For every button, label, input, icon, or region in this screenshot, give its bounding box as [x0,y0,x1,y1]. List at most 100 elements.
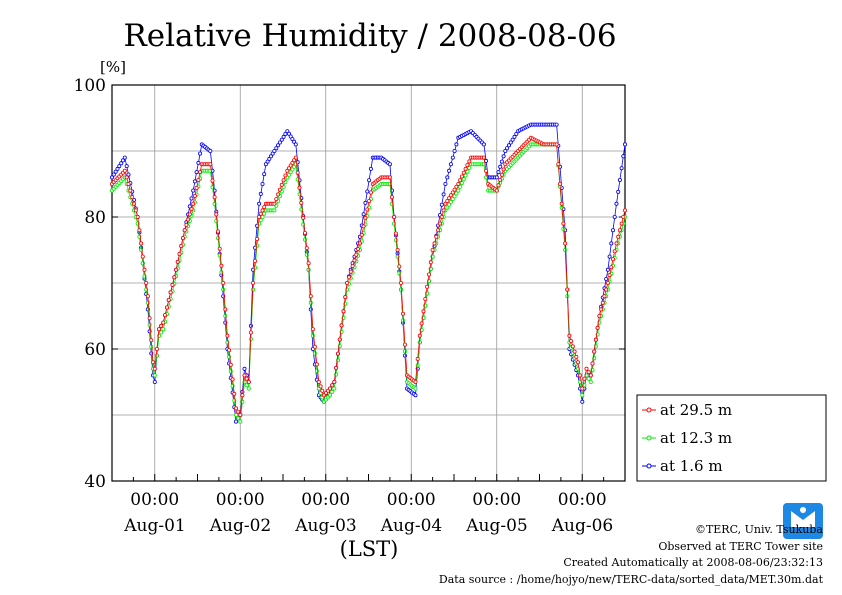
data-point [228,362,233,367]
data-point [345,280,350,285]
data-point [297,185,302,190]
x-tick-time: 00:00 [472,490,521,510]
data-point [506,143,511,148]
data-point [276,143,281,148]
data-point [337,337,342,342]
data-point [621,154,626,159]
data-point [122,155,127,160]
data-point [508,140,513,145]
data-point [126,172,131,177]
data-point [484,168,489,173]
data-point [272,148,277,153]
data-point [272,208,277,213]
x-axis-label: (LST) [340,537,399,561]
data-point [609,265,614,270]
x-tick-date: Aug-05 [465,516,527,536]
data-point [152,373,157,378]
data-point [121,158,126,163]
data-point [286,172,291,177]
data-point [182,228,187,233]
data-point [616,234,621,239]
data-point [221,280,226,285]
data-point [558,181,563,186]
series-2 [110,122,628,424]
data-point [126,181,131,186]
data-point [447,168,452,173]
data-point [607,254,612,259]
legend-entry: at 1.6 m [660,457,723,475]
data-point [367,178,372,183]
data-point [512,134,517,139]
data-point [268,154,273,159]
data-point [503,148,508,153]
data-point [236,409,241,414]
data-point [582,376,587,381]
data-point [447,196,452,201]
data-point [398,280,403,285]
data-point [459,181,464,186]
data-point [144,280,149,285]
data-point [430,247,435,252]
data-point [179,243,184,248]
data-point [357,241,362,246]
data-point [111,172,116,177]
data-point [330,383,335,388]
data-point [423,296,428,301]
data-point [320,388,325,393]
data-point [611,257,616,262]
data-point [621,214,626,219]
data-point [614,201,619,206]
data-point [443,201,448,206]
data-point [198,170,203,175]
data-point [619,166,624,171]
y-tick-label: 100 [74,76,106,96]
x-tick-time: 00:00 [216,490,265,510]
x-tick-date: Aug-04 [380,516,442,536]
data-point [242,366,247,371]
data-point [565,287,570,292]
data-point [595,325,600,330]
data-point [494,188,499,193]
data-point [425,284,430,289]
data-point [567,333,572,338]
data-point [514,131,519,136]
data-point [164,305,169,310]
data-point [184,222,189,227]
data-point [434,234,439,239]
data-point [262,211,267,216]
data-point [277,140,282,145]
data-point [448,193,453,198]
data-point [225,333,230,338]
data-point [461,170,466,175]
data-point [510,137,515,142]
data-point [426,272,431,277]
data-point [293,155,298,160]
data-point [142,267,147,272]
data-point [604,287,609,292]
data-point [251,280,256,285]
data-point [445,205,450,210]
data-point [265,159,270,164]
legend-box [636,394,827,482]
data-point [152,379,157,384]
data-point [584,366,589,371]
data-point [456,188,461,193]
data-point [612,249,617,254]
data-point [260,208,265,213]
x-tick-time: 00:00 [387,490,436,510]
data-point [481,155,486,160]
logo-wave-icon [791,511,815,527]
data-point [498,177,503,182]
data-point [255,236,260,241]
x-tick-time: 00:00 [301,490,350,510]
data-point [219,263,224,268]
data-point [499,172,504,177]
data-point [312,344,317,349]
data-point [258,211,263,216]
data-point [316,379,321,384]
data-point [393,231,398,236]
data-point [623,208,628,213]
data-point [174,267,179,272]
data-point [580,386,585,391]
